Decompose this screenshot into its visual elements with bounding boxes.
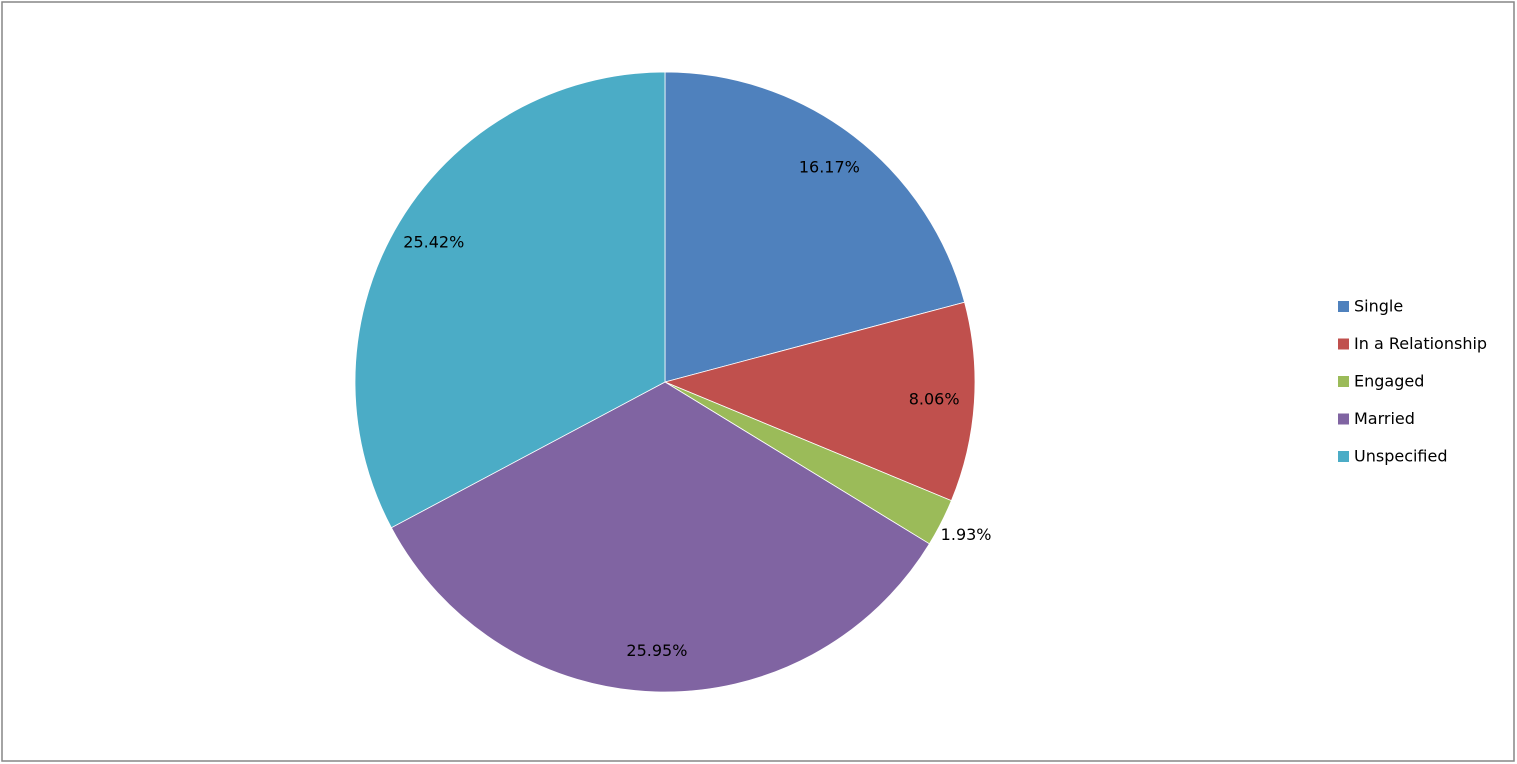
legend-label: In a Relationship xyxy=(1354,334,1487,353)
legend-label: Single xyxy=(1354,297,1403,316)
legend-label: Engaged xyxy=(1354,372,1424,391)
data-label: 8.06% xyxy=(909,389,960,408)
legend-swatch xyxy=(1338,338,1349,350)
data-label: 25.42% xyxy=(403,233,464,252)
pie-slice xyxy=(390,381,930,693)
legend-swatch xyxy=(1338,413,1349,425)
pie-slice xyxy=(663,301,976,502)
legend-swatch xyxy=(1338,301,1349,312)
pie-slice xyxy=(664,71,966,383)
legend-swatch xyxy=(1338,451,1349,462)
data-label: 25.95% xyxy=(626,641,687,660)
pie-slice xyxy=(354,71,666,529)
legend-swatch xyxy=(1338,376,1349,387)
data-label: 1.93% xyxy=(941,525,992,544)
data-label: 16.17% xyxy=(799,158,860,177)
legend-label: Unspecified xyxy=(1354,447,1448,466)
legend-label: Married xyxy=(1354,409,1415,428)
